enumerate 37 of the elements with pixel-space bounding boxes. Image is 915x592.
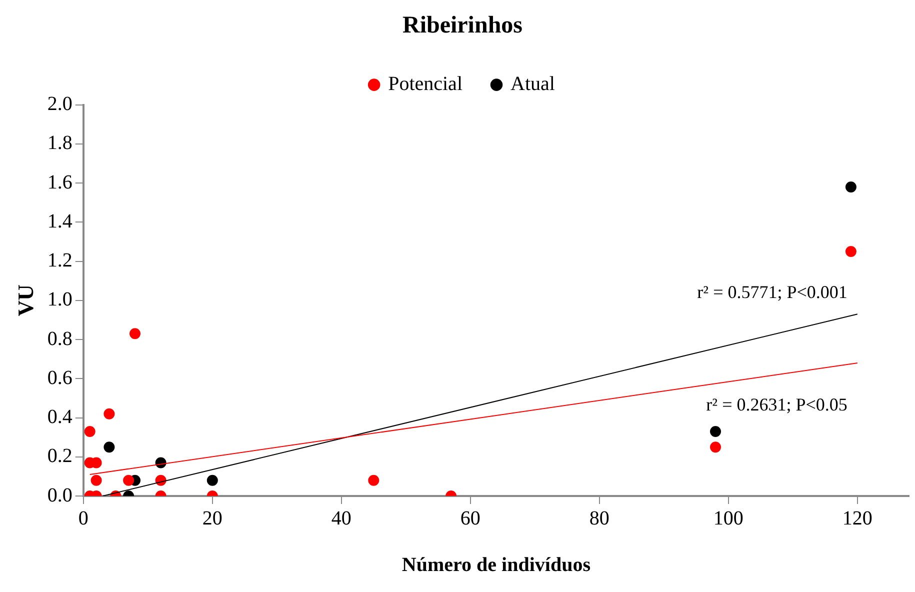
y-tick-label: 0.2 <box>47 445 72 468</box>
point <box>104 442 115 453</box>
x-tick-label: 100 <box>713 507 744 530</box>
x-tick-label: 80 <box>589 507 610 530</box>
y-tick-label: 0.4 <box>47 406 72 428</box>
x-tick-label: 0 <box>78 507 88 530</box>
x-tick-label: 120 <box>842 507 872 530</box>
point <box>710 426 721 437</box>
legend-label: Atual <box>510 73 556 96</box>
point <box>90 474 102 486</box>
y-tick-label: 1.4 <box>47 210 72 232</box>
y-tick-label: 1.0 <box>47 288 72 311</box>
point <box>845 246 856 257</box>
legend-label: Potencial <box>388 73 463 96</box>
y-tick-label: 1.6 <box>47 171 72 194</box>
y-axis-title: VU <box>12 284 38 316</box>
point <box>123 474 134 486</box>
point <box>104 408 115 420</box>
point <box>368 474 380 486</box>
x-tick-label: 60 <box>460 507 480 530</box>
y-tick-label: 0.6 <box>47 366 72 389</box>
y-tick-label: 1.8 <box>47 132 72 154</box>
point <box>710 442 721 453</box>
y-tick-label: 0.0 <box>47 484 72 506</box>
point <box>206 474 218 486</box>
x-tick-label: 40 <box>331 507 352 530</box>
chart-title: Ribeirinhos <box>402 12 523 39</box>
annotation: r² = 0.2631; P<0.05 <box>706 394 848 415</box>
x-tick-label: 20 <box>202 507 222 530</box>
annotation: r² = 0.5771; P<0.001 <box>697 282 848 302</box>
x-axis-title: Número de indivíduos <box>402 554 591 576</box>
y-tick-label: 2.0 <box>47 93 72 116</box>
y-tick-label: 1.2 <box>47 250 72 272</box>
point <box>845 181 856 192</box>
y-tick-label: 0.8 <box>47 328 72 350</box>
point <box>130 328 140 340</box>
point <box>84 426 96 437</box>
